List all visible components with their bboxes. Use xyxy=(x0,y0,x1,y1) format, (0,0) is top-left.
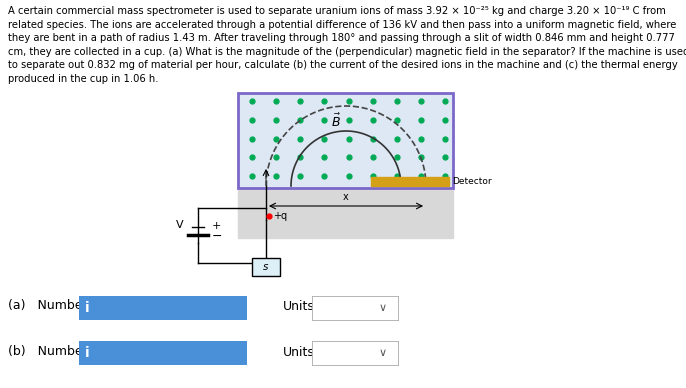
Text: Units: Units xyxy=(283,345,315,359)
Text: x: x xyxy=(343,192,349,202)
Text: A certain commercial mass spectrometer is used to separate uranium ions of mass : A certain commercial mass spectrometer i… xyxy=(8,6,686,84)
Text: (b)   Number: (b) Number xyxy=(8,345,88,359)
Text: −: − xyxy=(212,229,222,242)
Text: s: s xyxy=(263,262,269,272)
Text: ∨: ∨ xyxy=(379,348,386,358)
Text: i: i xyxy=(85,301,90,315)
Text: i: i xyxy=(85,346,90,360)
Text: +q: +q xyxy=(273,211,287,221)
Text: $\vec{B}$: $\vec{B}$ xyxy=(331,113,341,130)
Text: +: + xyxy=(212,221,222,231)
Text: Units: Units xyxy=(283,300,315,312)
Text: (a)   Number: (a) Number xyxy=(8,300,88,312)
Text: V: V xyxy=(176,220,184,230)
Text: ∨: ∨ xyxy=(379,303,386,313)
FancyBboxPatch shape xyxy=(238,93,453,188)
Bar xyxy=(238,186,453,238)
Text: Detector: Detector xyxy=(452,177,492,186)
Bar xyxy=(252,258,280,276)
Bar xyxy=(371,177,449,186)
